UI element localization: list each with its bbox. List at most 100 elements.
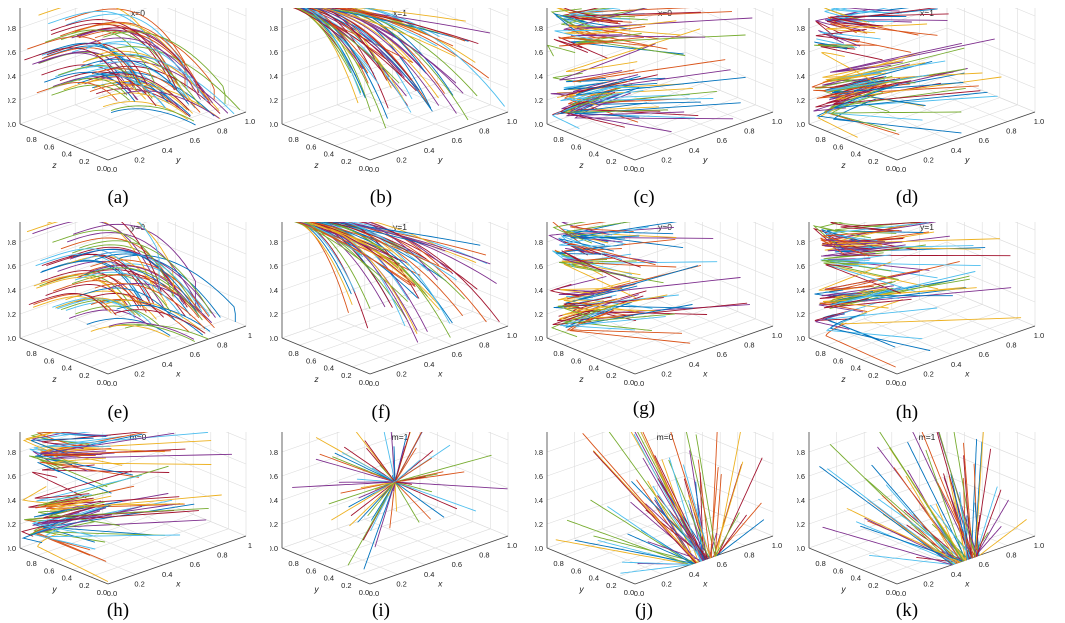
trajectory-line xyxy=(123,90,220,119)
trajectories xyxy=(819,432,1027,566)
trajectory-line xyxy=(834,38,995,73)
left-axis-label: z xyxy=(51,374,57,384)
v-tick-label: 0.4 xyxy=(8,286,16,295)
trajectory-line xyxy=(593,450,698,563)
trajectory-line xyxy=(959,491,968,561)
trajectory-line xyxy=(553,38,588,53)
trajectory-line xyxy=(294,8,400,84)
trajectory-line xyxy=(303,222,371,309)
right-tick-label: 1.0 xyxy=(245,117,255,126)
trajectory-line xyxy=(26,222,162,292)
trajectory-line xyxy=(321,8,439,99)
trajectory-line xyxy=(28,293,107,310)
trajectory-line xyxy=(829,222,895,229)
trajectory-line xyxy=(113,309,206,334)
trajectory-line xyxy=(20,524,49,537)
left-tick-label: 0.2 xyxy=(341,157,351,166)
trajectory-line xyxy=(840,222,935,232)
trajectory-line xyxy=(36,432,81,448)
axes: 0.00.20.40.60.81.00.80.60.40.20.00.00.20… xyxy=(270,222,517,388)
v-tick-label: 0.2 xyxy=(270,96,278,105)
left-tick-label: 0.4 xyxy=(589,574,599,583)
trajectory-line xyxy=(94,253,221,318)
trajectory-line xyxy=(833,8,899,15)
grid xyxy=(546,8,774,161)
left-axis-label: y xyxy=(840,584,846,594)
trajectory-line xyxy=(571,84,714,102)
right-tick-label: 0.2 xyxy=(134,155,144,164)
trajectory-line xyxy=(50,19,178,90)
trajectory-line xyxy=(395,447,417,482)
right-tick-label: 0.0 xyxy=(634,589,644,598)
trajectory-line xyxy=(69,74,166,109)
trajectory-line xyxy=(821,285,894,297)
v-tick-label: 1.0 xyxy=(535,222,543,223)
trajectory-line xyxy=(73,223,196,306)
left-tick-label: 0.4 xyxy=(62,150,72,159)
left-tick-label: 0.0 xyxy=(359,164,369,173)
trajectory-line xyxy=(308,222,440,310)
panel-caption: (j) xyxy=(635,600,653,621)
trajectory-line xyxy=(25,432,68,454)
trajectory-line xyxy=(821,222,917,246)
trajectory-line xyxy=(28,455,79,466)
v-tick-label: 0.2 xyxy=(535,310,543,319)
trajectory-line xyxy=(551,105,580,129)
trajectory-line xyxy=(561,250,621,281)
axes: 0.00.20.40.60.81.00.80.60.40.20.00.00.20… xyxy=(535,8,782,174)
trajectory-line xyxy=(107,65,221,114)
trajectory-line xyxy=(815,28,867,41)
trajectory-line xyxy=(829,275,970,309)
trajectory-line xyxy=(43,504,175,519)
trajectory-line xyxy=(48,77,128,96)
left-axis-label: y xyxy=(578,584,584,594)
v-tick-label: 0.2 xyxy=(535,520,543,529)
right-tick-label: 0.4 xyxy=(689,146,699,155)
trajectory-line xyxy=(833,245,974,249)
trajectory-line xyxy=(30,432,90,445)
trajectory-line xyxy=(714,474,722,557)
trajectory-line xyxy=(296,222,353,305)
v-tick-label: 0.8 xyxy=(270,238,278,247)
right-tick-label: 0.8 xyxy=(479,341,489,350)
v-tick-label: 0.8 xyxy=(797,448,805,457)
trajectory-line xyxy=(72,248,199,316)
trajectory-line xyxy=(871,464,957,564)
trajectory-line xyxy=(564,20,677,34)
trajectory-line xyxy=(833,83,981,105)
trajectory-line xyxy=(948,476,967,561)
left-tick-label: 0.8 xyxy=(553,135,563,144)
trajectory-line xyxy=(328,482,394,505)
right-tick-label: 0.8 xyxy=(744,127,754,136)
trajectory-line xyxy=(552,72,583,83)
trajectory-line xyxy=(555,539,692,566)
trajectory-line xyxy=(33,293,117,316)
trajectory-line xyxy=(299,8,364,70)
panel-title: x=1 xyxy=(920,8,934,18)
v-tick-label: 0.4 xyxy=(797,286,805,295)
trajectory-line xyxy=(974,486,998,558)
trajectory-line xyxy=(716,514,747,556)
trajectory-line xyxy=(78,30,209,101)
right-tick-label: 0.6 xyxy=(190,350,200,359)
trajectory-line xyxy=(81,251,203,312)
trajectory-line xyxy=(331,8,479,44)
right-tick-label: 0.6 xyxy=(452,350,462,359)
right-tick-label: 0.0 xyxy=(896,165,906,174)
trajectory-line xyxy=(46,503,200,522)
trajectory-line xyxy=(556,244,623,255)
right-axis-label: x xyxy=(702,368,708,378)
trajectory-line xyxy=(327,8,491,34)
trajectory-line xyxy=(814,313,850,330)
trajectory-line xyxy=(563,8,613,21)
trajectory-line xyxy=(913,514,959,564)
axes: 0.00.20.40.60.81.00.80.60.40.20.00.00.20… xyxy=(270,432,517,598)
right-tick-label: 0.8 xyxy=(479,551,489,560)
left-tick-label: 0.8 xyxy=(26,559,36,568)
trajectory-line xyxy=(310,222,393,308)
trajectory-line xyxy=(75,271,184,319)
trajectory-line xyxy=(552,222,593,244)
trajectory-line xyxy=(831,278,970,303)
right-tick-label: 0.8 xyxy=(744,341,754,350)
